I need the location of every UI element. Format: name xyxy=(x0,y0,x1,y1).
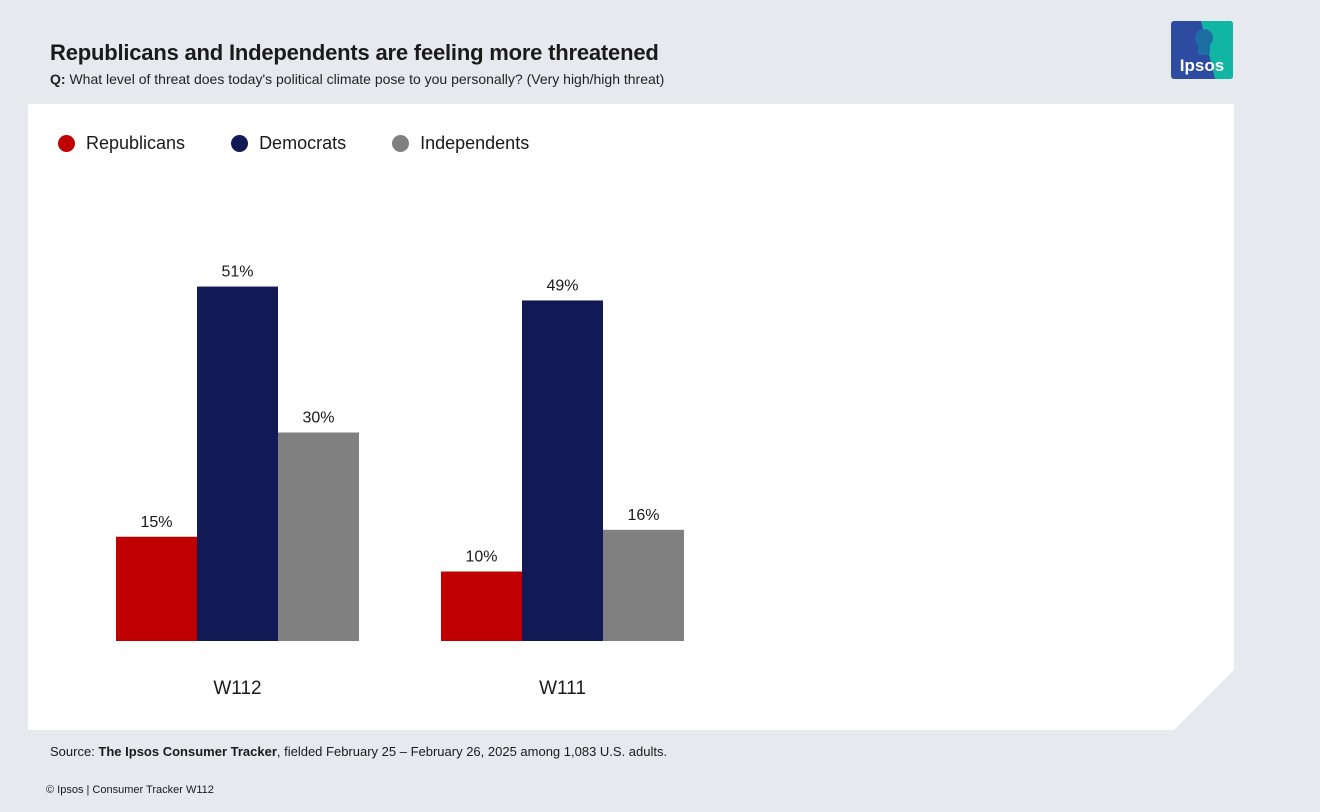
data-label-republicans-w111: 10% xyxy=(465,549,497,566)
bar-independents-w111 xyxy=(603,530,684,641)
logo-graphic-icon xyxy=(1171,21,1233,79)
legend-dot-republicans xyxy=(58,135,75,152)
legend-dot-democrats xyxy=(231,135,248,152)
source-prefix: Source: xyxy=(50,744,99,759)
question-text: What level of threat does today's politi… xyxy=(69,71,665,87)
bar-independents-w112 xyxy=(278,433,359,642)
bar-democrats-w112 xyxy=(197,287,278,641)
question: Q: What level of threat does today's pol… xyxy=(50,71,664,87)
bar-republicans-w111 xyxy=(441,572,522,642)
chart-card: Republicans Democrats Independents 15% 51… xyxy=(28,104,1234,730)
copyright: © Ipsos | Consumer Tracker W112 xyxy=(46,784,214,796)
legend-item-independents: Independents xyxy=(392,133,529,154)
ipsos-logo: Ipsos xyxy=(1171,21,1233,79)
data-label-democrats-w112: 51% xyxy=(221,264,253,281)
legend-label-independents: Independents xyxy=(420,133,530,153)
source-details: , fielded February 25 – February 26, 202… xyxy=(276,744,668,759)
data-label-independents-w111: 16% xyxy=(627,507,659,524)
data-label-republicans-w112: 15% xyxy=(140,514,172,531)
legend-label-democrats: Democrats xyxy=(259,133,347,153)
category-label-w111: W111 xyxy=(539,678,586,699)
data-label-independents-w112: 30% xyxy=(302,410,334,427)
source-note: Source: The Ipsos Consumer Tracker, fiel… xyxy=(50,744,667,759)
data-label-democrats-w111: 49% xyxy=(546,277,578,294)
legend-dot-independents xyxy=(392,135,409,152)
legend-item-democrats: Democrats xyxy=(231,133,346,154)
category-label-w112: W112 xyxy=(213,678,261,699)
logo-text: Ipsos xyxy=(1179,56,1225,75)
legend-item-republicans: Republicans xyxy=(58,133,185,154)
chart-title: Republicans and Independents are feeling… xyxy=(50,40,659,65)
legend: Republicans Democrats Independents xyxy=(58,133,575,154)
bar-republicans-w112 xyxy=(116,537,197,641)
legend-label-republicans: Republicans xyxy=(86,133,186,153)
question-prefix: Q: xyxy=(50,71,66,87)
bar-democrats-w111 xyxy=(522,300,603,641)
bar-chart: 15% 51% 30% W112 10% 49% 16% W111 xyxy=(28,104,1234,730)
source-name: The Ipsos Consumer Tracker xyxy=(98,744,277,759)
